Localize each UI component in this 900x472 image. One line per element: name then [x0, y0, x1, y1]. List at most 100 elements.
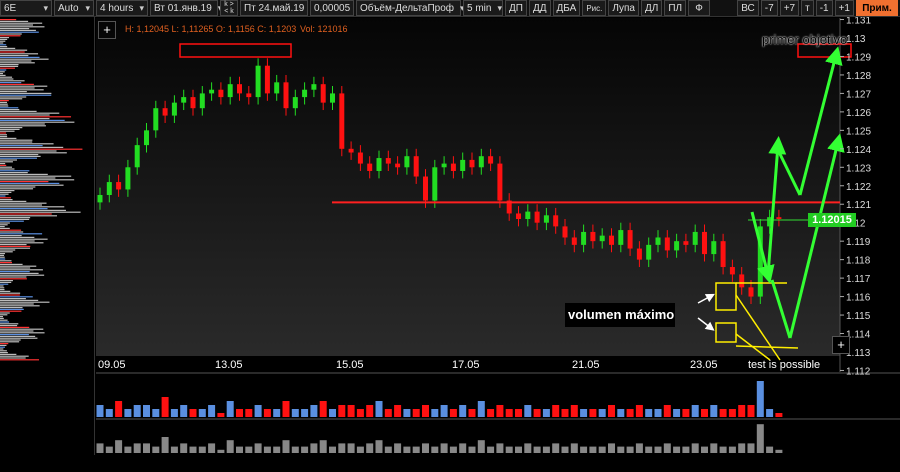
- profile-bar: [0, 141, 33, 143]
- delta-bar: [384, 446, 392, 453]
- add-panel-button[interactable]: +: [832, 336, 850, 354]
- profile-bar: [0, 350, 7, 352]
- volume-readout: Vol: 121016: [300, 24, 348, 34]
- delta-bar: [412, 446, 420, 453]
- symbol-select[interactable]: 6E: [0, 0, 52, 16]
- delta-bar: [589, 446, 597, 453]
- apply-button[interactable]: Прим.: [856, 0, 898, 16]
- price-tick: 1.113: [846, 348, 871, 359]
- volume-bar: [533, 409, 541, 417]
- volume-bar: [198, 409, 206, 417]
- draw-button[interactable]: Рис.: [582, 0, 607, 16]
- candle-body: [395, 163, 401, 168]
- candle-body: [683, 241, 689, 245]
- tick-size-input[interactable]: 0,00005: [310, 0, 354, 16]
- profile-bar: [0, 94, 52, 96]
- candle-body: [599, 235, 605, 242]
- profile-bar: [0, 127, 23, 129]
- price-tick: 1.131: [846, 17, 871, 27]
- magnifier-button[interactable]: Лупа: [608, 0, 639, 16]
- volume-bar: [133, 405, 141, 417]
- candle-body: [97, 194, 103, 203]
- delta-bar: [691, 443, 699, 453]
- candle-body: [488, 156, 494, 164]
- profile-bar: [0, 244, 27, 246]
- profile-bar: [0, 263, 23, 265]
- delta-bar: [170, 446, 178, 453]
- volume-bar: [561, 409, 569, 417]
- profile-bar: [0, 163, 6, 165]
- profile-bar: [0, 155, 41, 157]
- profile-bar: [0, 110, 37, 112]
- candle-body: [209, 89, 215, 94]
- pl-button[interactable]: ПЛ: [664, 0, 687, 16]
- zoom-in-button[interactable]: +: [98, 21, 116, 39]
- profile-bar: [0, 182, 60, 184]
- volume-bar: [496, 405, 504, 417]
- delta-bar: [626, 446, 634, 453]
- profile-bar: [0, 112, 60, 114]
- profile-bar: [0, 218, 30, 220]
- profile-bar: [0, 181, 49, 183]
- f-button[interactable]: Ф: [688, 0, 711, 16]
- date-from-select[interactable]: Вт 01.янв.19: [150, 0, 218, 16]
- plus1-button[interactable]: +1: [834, 0, 854, 16]
- profile-bar: [0, 37, 10, 39]
- profile-bar: [0, 303, 34, 305]
- candle-body: [478, 156, 484, 168]
- minus1-button[interactable]: -1: [815, 0, 833, 16]
- profile-bar: [0, 278, 27, 280]
- date-nav-button[interactable]: k > < k: [220, 0, 238, 16]
- volume-bar: [477, 401, 485, 417]
- profile-bar: [0, 107, 19, 109]
- nav-top: k >: [224, 1, 234, 8]
- delta-bar: [245, 446, 253, 453]
- t-button[interactable]: т: [801, 0, 814, 16]
- candle-body: [367, 163, 373, 171]
- profile-bar: [0, 281, 12, 283]
- profile-bar: [0, 80, 25, 82]
- volume-bar: [589, 409, 597, 417]
- date-tick: 13.05: [215, 359, 243, 371]
- minus7-button[interactable]: -7: [760, 0, 778, 16]
- profile-bar: [0, 222, 10, 224]
- delta-bar: [496, 443, 504, 453]
- volume-bars: [96, 381, 783, 453]
- price-tick: 1.117: [846, 274, 871, 285]
- interval-select[interactable]: 5 min: [463, 0, 503, 16]
- price-tick: 1.126: [846, 108, 871, 119]
- volume-bar: [170, 409, 178, 417]
- candle-body: [181, 97, 187, 103]
- delta-bar: [617, 446, 625, 453]
- date-to-select[interactable]: Пт 24.май.19: [240, 0, 308, 16]
- profile-bar: [0, 92, 52, 94]
- profile-bar: [0, 328, 44, 330]
- dd-button[interactable]: ДД: [528, 0, 551, 16]
- candle-body: [450, 163, 456, 171]
- plus7-button[interactable]: +7: [779, 0, 800, 16]
- volume-bar: [682, 409, 690, 417]
- vs-button[interactable]: ВС: [737, 0, 759, 16]
- profile-bar: [0, 341, 20, 343]
- delta-bar: [356, 446, 364, 453]
- volume-bar: [710, 405, 718, 417]
- indicator-select[interactable]: Объём-ДельтаПроф: [356, 0, 461, 16]
- profile-bar: [0, 353, 17, 355]
- dba-button[interactable]: ДБА: [552, 0, 581, 16]
- profile-bar: [0, 161, 13, 163]
- profile-bar: [0, 258, 6, 260]
- profile-bar: [0, 215, 57, 217]
- candle-body: [655, 237, 661, 245]
- volume-bar: [236, 409, 243, 417]
- dp-button[interactable]: ДП: [505, 0, 527, 16]
- scale-select[interactable]: Auto: [54, 0, 94, 16]
- delta-bar: [263, 446, 271, 453]
- candles: [97, 58, 782, 304]
- profile-bar: [0, 348, 4, 350]
- delta-bar: [663, 443, 671, 453]
- timeframe-select[interactable]: 4 hours: [96, 0, 148, 16]
- dl-button[interactable]: ДЛ: [641, 0, 663, 16]
- profile-bar: [0, 240, 35, 242]
- profile-bar: [0, 74, 6, 76]
- delta-bar: [449, 446, 457, 453]
